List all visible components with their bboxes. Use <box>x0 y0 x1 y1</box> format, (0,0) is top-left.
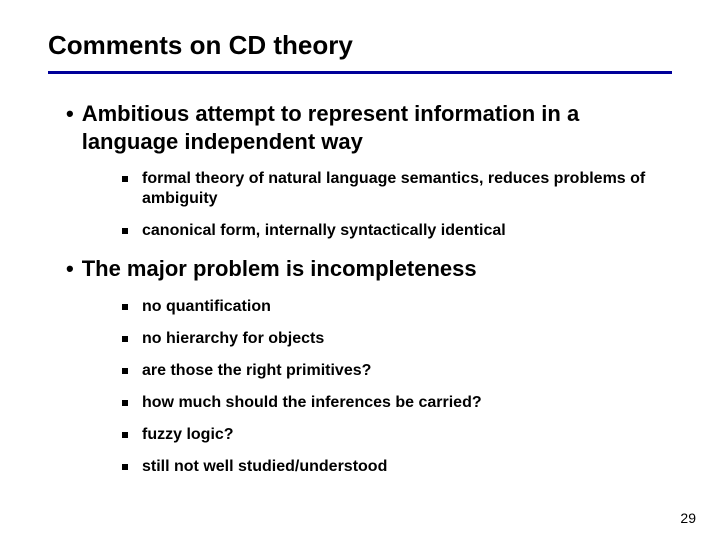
sub-bullet: how much should the inferences be carrie… <box>122 393 672 413</box>
sub-bullet: fuzzy logic? <box>122 425 672 445</box>
slide: Comments on CD theory • Ambitious attemp… <box>0 0 720 540</box>
sub-bullet: no hierarchy for objects <box>122 329 672 349</box>
sub-bullet-text: no hierarchy for objects <box>142 329 672 349</box>
main-bullet: • Ambitious attempt to represent informa… <box>66 100 672 155</box>
sub-bullet: no quantification <box>122 297 672 317</box>
bullet-square-icon <box>122 228 128 234</box>
bullet-dot-icon: • <box>66 255 74 283</box>
sub-list: formal theory of natural language semant… <box>122 169 672 241</box>
bullet-square-icon <box>122 336 128 342</box>
bullet-square-icon <box>122 304 128 310</box>
bullet-square-icon <box>122 176 128 182</box>
main-bullet: • The major problem is incompleteness <box>66 255 672 283</box>
sub-bullet-text: canonical form, internally syntactically… <box>142 221 672 241</box>
sub-bullet: still not well studied/understood <box>122 457 672 477</box>
slide-title: Comments on CD theory <box>48 30 672 61</box>
sub-bullet-text: are those the right primitives? <box>142 361 672 381</box>
title-underline <box>48 71 672 74</box>
bullet-square-icon <box>122 368 128 374</box>
sub-bullet: canonical form, internally syntactically… <box>122 221 672 241</box>
bullet-dot-icon: • <box>66 100 74 155</box>
sub-bullet-text: how much should the inferences be carrie… <box>142 393 672 413</box>
bullet-square-icon <box>122 432 128 438</box>
main-bullet-text: The major problem is incompleteness <box>82 255 672 283</box>
sub-bullet-text: still not well studied/understood <box>142 457 672 477</box>
sub-bullet-text: fuzzy logic? <box>142 425 672 445</box>
sub-list: no quantification no hierarchy for objec… <box>122 297 672 477</box>
page-number: 29 <box>680 510 696 526</box>
sub-bullet: formal theory of natural language semant… <box>122 169 672 209</box>
sub-bullet-text: no quantification <box>142 297 672 317</box>
sub-bullet-text: formal theory of natural language semant… <box>142 169 672 209</box>
sub-bullet: are those the right primitives? <box>122 361 672 381</box>
bullet-square-icon <box>122 464 128 470</box>
main-bullet-text: Ambitious attempt to represent informati… <box>82 100 672 155</box>
bullet-square-icon <box>122 400 128 406</box>
